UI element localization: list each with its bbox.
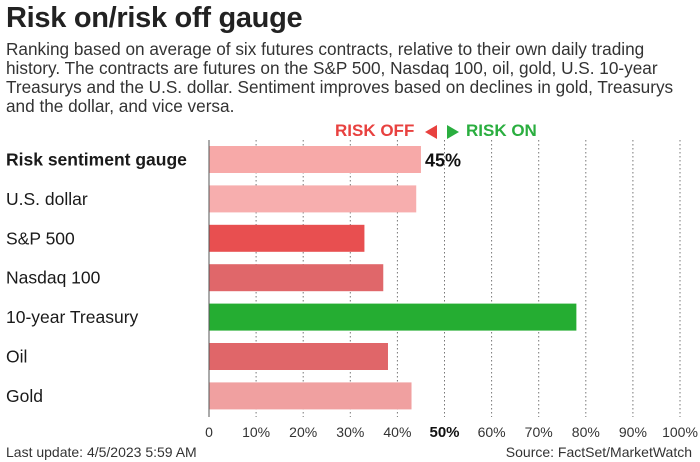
- category-label: Risk sentiment gauge: [6, 150, 187, 170]
- bar: [209, 185, 417, 213]
- category-label: U.S. dollar: [6, 189, 88, 209]
- x-tick-label: 0: [205, 424, 213, 440]
- bar: [209, 264, 384, 292]
- source-credit: Source: FactSet/MarketWatch: [505, 444, 692, 460]
- category-label: S&P 500: [6, 228, 75, 248]
- risk-on-label: RISK ON: [466, 121, 537, 140]
- category-label: Gold: [6, 386, 43, 406]
- bar: [209, 382, 412, 410]
- x-tick-label: 30%: [336, 424, 364, 440]
- risk-off-label: RISK OFF: [335, 121, 415, 140]
- arrow-right-icon: [447, 125, 459, 139]
- chart-title: Risk on/risk off gauge: [6, 2, 303, 34]
- x-tick-label: 20%: [289, 424, 317, 440]
- value-label: 45%: [425, 151, 461, 171]
- category-label: Nasdaq 100: [6, 268, 101, 288]
- bar: [209, 224, 365, 252]
- category-label: Oil: [6, 347, 27, 367]
- bar: [209, 343, 388, 370]
- x-tick-label: 90%: [619, 424, 647, 440]
- chart-subtitle: Ranking based on average of six futures …: [6, 39, 674, 116]
- last-update: Last update: 4/5/2023 5:59 AM: [6, 444, 197, 460]
- x-tick-label: 50%: [429, 424, 459, 441]
- x-tick-label: 80%: [572, 424, 600, 440]
- x-tick-label: 10%: [242, 424, 270, 440]
- x-tick-label: 70%: [525, 424, 553, 440]
- bar: [209, 146, 421, 173]
- x-tick-label: 60%: [478, 424, 506, 440]
- bar: [209, 303, 577, 331]
- category-label: 10-year Treasury: [6, 307, 139, 327]
- x-tick-label: 100%: [662, 424, 698, 440]
- x-tick-label: 40%: [383, 424, 411, 440]
- arrow-left-icon: [425, 125, 437, 139]
